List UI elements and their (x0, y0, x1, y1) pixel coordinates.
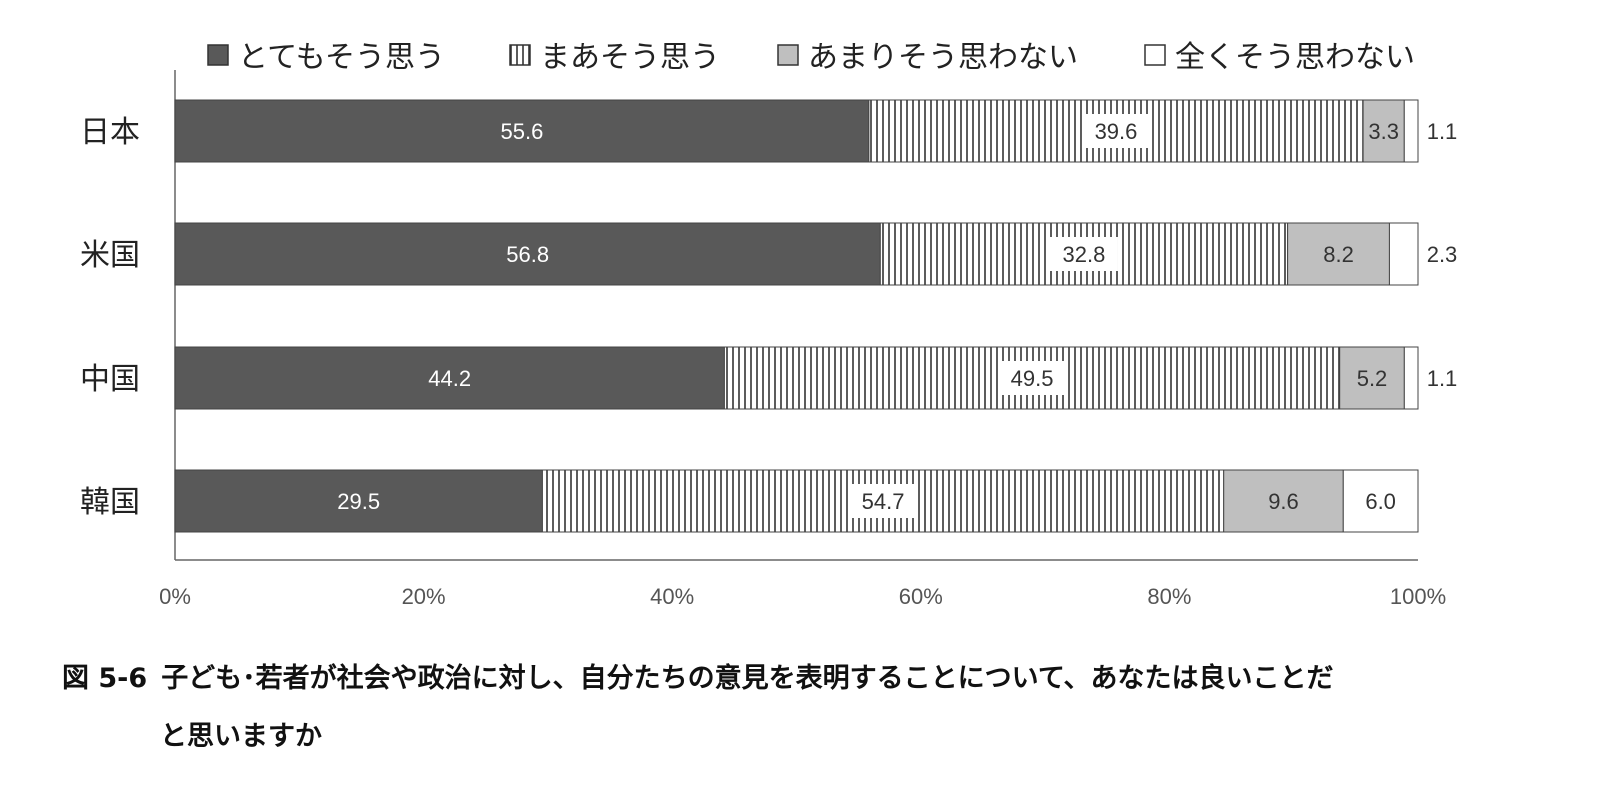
data-label-3-1: 54.7 (862, 489, 905, 514)
legend-label-3: 全くそう思わない (1175, 40, 1415, 75)
data-label-1-0: 56.8 (506, 242, 549, 267)
data-label-1-3: 2.3 (1427, 242, 1458, 267)
data-label-bg-3-1 (849, 484, 918, 518)
data-label-2-3: 1.1 (1427, 366, 1458, 391)
data-label-0-3: 1.1 (1427, 119, 1458, 144)
bar-segment-3-2 (1223, 469, 1344, 533)
legend-item-3: 全くそう思わない (1144, 40, 1415, 75)
bar-segment-0-2 (1362, 99, 1405, 163)
legend-item-2: あまりそう思わない (777, 40, 1078, 75)
bar-segment-2-2 (1339, 346, 1405, 410)
data-label-bg-0-1 (1081, 114, 1150, 148)
chart-legend: とてもそう思う まあそう思う あまりそう思わない 全くそう思わない (207, 40, 1415, 75)
data-label-bg-1-1 (1049, 237, 1118, 271)
figure-caption: 図 5-6 子ども･若者が社会や政治に対し、自分たちの意見を表明することについて、… (62, 650, 1542, 766)
data-label-0-1: 39.6 (1095, 119, 1138, 144)
data-label-2-0: 44.2 (428, 366, 471, 391)
bar-segment-1-0 (174, 222, 881, 286)
data-label-3-0: 29.5 (337, 489, 380, 514)
x-tick-label-4: 80% (1147, 584, 1191, 609)
data-label-bg-2-1 (998, 361, 1067, 395)
bar-segment-3-0 (174, 469, 543, 533)
category-label-1: 米国 (80, 238, 140, 273)
figure-number: 図 5-6 (62, 663, 148, 694)
data-label-0-2: 3.3 (1368, 119, 1399, 144)
data-label-3-3: 6.0 (1365, 489, 1396, 514)
legend-swatch-2 (777, 44, 799, 66)
caption-line-1: 子ども･若者が社会や政治に対し、自分たちの意見を表明することについて、あなたは良… (161, 663, 1334, 694)
category-label-0: 日本 (80, 115, 140, 150)
bar-segment-0-0 (174, 99, 870, 163)
category-label-3: 韓国 (80, 485, 140, 520)
bar-segment-2-3 (1403, 346, 1419, 410)
data-label-3-2: 9.6 (1268, 489, 1299, 514)
category-label-2: 中国 (80, 362, 140, 397)
legend-item-0: とてもそう思う (207, 40, 445, 75)
legend-item-1: まあそう思う (509, 40, 720, 75)
legend-label-1: まあそう思う (540, 40, 720, 75)
bar-segment-1-3 (1388, 222, 1419, 286)
data-label-2-2: 5.2 (1357, 366, 1388, 391)
bar-segment-1-2 (1287, 222, 1390, 286)
data-label-0-0: 55.6 (501, 119, 544, 144)
x-tick-label-5: 100% (1390, 584, 1446, 609)
x-tick-label-0: 0% (159, 584, 191, 609)
data-label-1-2: 8.2 (1323, 242, 1354, 267)
plot-area: 0% 20% 40% 60% 80% 100% 日本 55.6 39.6 3.3 1.1 米国 56.8… (80, 70, 1457, 609)
bar-segment-2-0 (174, 346, 725, 410)
legend-swatch-0 (207, 44, 229, 66)
bar-segment-3-3 (1342, 469, 1419, 533)
bar-segment-0-3 (1403, 99, 1419, 163)
legend-swatch-1 (509, 44, 531, 66)
x-tick-label-1: 20% (402, 584, 446, 609)
legend-swatch-3 (1144, 44, 1166, 66)
data-label-2-1: 49.5 (1011, 366, 1054, 391)
caption-line-2: と思いますか (160, 721, 322, 752)
data-label-1-1: 32.8 (1063, 242, 1106, 267)
x-tick-label-2: 40% (650, 584, 694, 609)
stacked-bar-chart: とてもそう思う まあそう思う あまりそう思わない 全くそう思わない 0% 20% 40% 6… (80, 40, 1457, 609)
legend-label-2: あまりそう思わない (808, 40, 1078, 75)
x-tick-label-3: 60% (899, 584, 943, 609)
legend-label-0: とてもそう思う (238, 40, 445, 75)
